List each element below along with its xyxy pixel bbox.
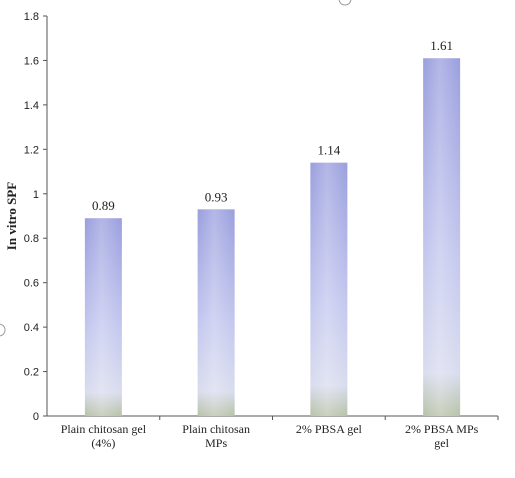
- plot-area: 0 0.2 0.4 0.6 0.8 1 1.2 1.4 1.6 1.8 In vitro SPF 0.…: [4, 11, 499, 450]
- y-tick-label: 0.6: [24, 278, 39, 290]
- y-tick-label: 0: [33, 411, 39, 423]
- bar-highlight: [197, 209, 235, 416]
- data-label: 0.89: [92, 198, 115, 213]
- y-tick-label: 1.4: [24, 100, 39, 112]
- data-label: 1.14: [318, 143, 341, 158]
- y-tick-label: 0.2: [24, 367, 39, 379]
- bar-highlight: [310, 162, 348, 416]
- x-category-label: (4%): [91, 436, 115, 450]
- bar-highlight: [84, 218, 122, 416]
- scan-artifact-circle: [338, 0, 352, 6]
- x-category-label: Plain chitosan gel: [61, 422, 147, 436]
- x-category-label: 2% PBSA gel: [296, 422, 363, 436]
- x-category-label: Plain chitosan: [182, 422, 250, 436]
- x-category-label: 2% PBSA MPs: [405, 422, 479, 436]
- x-category-label: MPs: [205, 436, 227, 450]
- data-label: 0.93: [205, 189, 228, 204]
- y-tick-label: 0.8: [24, 233, 39, 245]
- y-axis-title: In vitro SPF: [4, 182, 19, 250]
- x-category-label: gel: [434, 436, 449, 450]
- y-tick-label: 1.2: [24, 144, 39, 156]
- y-tick-label: 1.6: [24, 55, 39, 67]
- y-tick-label: 1: [33, 189, 39, 201]
- data-label: 1.61: [430, 38, 453, 53]
- y-tick-label: 1.8: [24, 11, 39, 23]
- y-tick-label: 0.4: [24, 322, 39, 334]
- bar-highlight: [423, 58, 461, 416]
- scan-artifact-circle: [0, 323, 6, 337]
